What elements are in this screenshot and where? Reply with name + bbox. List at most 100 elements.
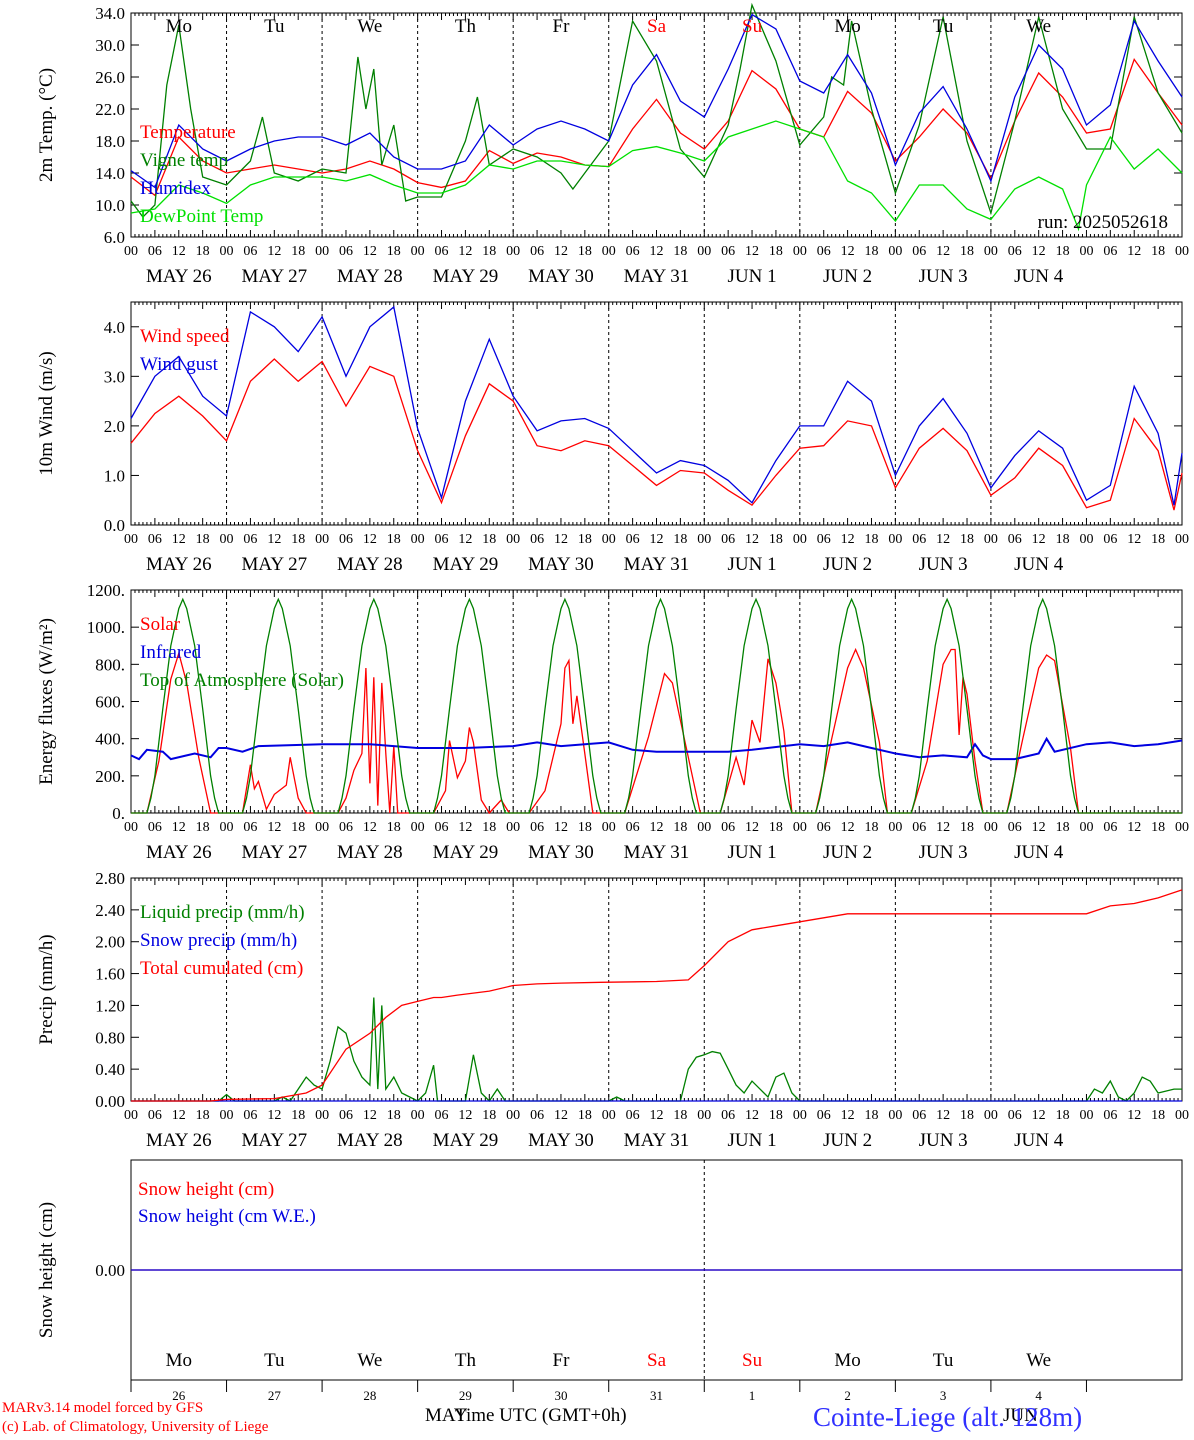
day-label: MAY 28 [337, 554, 403, 575]
day-number: 28 [363, 1388, 376, 1403]
series-line-vigne-temp [130, 2, 1183, 218]
hour-tick-label: 06 [243, 244, 257, 259]
hour-tick-label: 06 [626, 532, 640, 547]
legend-entry: Liquid precip (mm/h) [140, 902, 305, 923]
hour-tick-label: 00 [411, 532, 425, 547]
day-label: JUN 3 [919, 1130, 968, 1151]
hour-tick-label: 18 [673, 244, 687, 259]
hour-tick-label: 00 [124, 244, 138, 259]
day-label: JUN 1 [727, 1130, 776, 1151]
hour-tick-label: 12 [650, 820, 664, 835]
legend-entry: Wind speed [140, 326, 230, 347]
y-tick-label: 10.0 [95, 196, 125, 215]
x-axis-label: Time UTC (GMT+0h) [455, 1405, 627, 1426]
day-label: MAY 26 [146, 554, 212, 575]
y-tick-label: 0.40 [95, 1060, 125, 1079]
y-tick-label: 2.80 [95, 869, 125, 888]
y-tick-label: 1000. [87, 618, 125, 637]
legend-entry: Total cumulated (cm) [140, 958, 303, 979]
series-line-liquid-precip-mm-h- [131, 997, 1182, 1103]
hour-tick-label: 18 [673, 820, 687, 835]
day-label: MAY 26 [146, 842, 212, 863]
hour-tick-label: 18 [482, 244, 496, 259]
day-label: MAY 30 [528, 842, 594, 863]
hour-tick-label: 00 [793, 532, 807, 547]
hour-tick-label: 18 [960, 1108, 974, 1123]
day-number: 2 [844, 1388, 851, 1403]
legend-entry: Snow height (cm) [138, 1179, 274, 1200]
weekday-label: Sa [647, 16, 667, 37]
hour-tick-label: 06 [148, 532, 162, 547]
hour-tick-label: 06 [1103, 532, 1117, 547]
weekday-label: Mo [834, 1350, 860, 1371]
day-label: MAY 30 [528, 554, 594, 575]
series-line-solar [131, 647, 1182, 815]
hour-tick-label: 18 [482, 820, 496, 835]
hour-tick-label: 12 [363, 532, 377, 547]
day-label: MAY 29 [433, 266, 499, 287]
day-label: MAY 31 [624, 1130, 690, 1151]
hour-tick-label: 18 [482, 532, 496, 547]
weekday-label: We [357, 16, 382, 37]
hour-tick-label: 06 [721, 1108, 735, 1123]
hour-tick-label: 00 [1175, 532, 1189, 547]
series-line-top-of-atmosphere-solar- [131, 597, 1182, 814]
y-tick-label: 0.0 [104, 516, 125, 535]
day-label: MAY 29 [433, 554, 499, 575]
hour-tick-label: 06 [912, 244, 926, 259]
day-label: JUN 2 [823, 266, 872, 287]
y-tick-label: 2.0 [104, 417, 125, 436]
hour-tick-label: 12 [172, 820, 186, 835]
hour-tick-label: 18 [673, 532, 687, 547]
hour-tick-label: 18 [196, 1108, 210, 1123]
y-tick-label: 3.0 [104, 367, 125, 386]
y-axis-label: Precip (mm/h) [36, 934, 57, 1044]
hour-tick-label: 00 [888, 820, 902, 835]
hour-tick-label: 18 [196, 532, 210, 547]
hour-tick-label: 06 [243, 1108, 257, 1123]
hour-tick-label: 18 [387, 1108, 401, 1123]
hour-tick-label: 06 [148, 820, 162, 835]
hour-tick-label: 06 [1008, 1108, 1022, 1123]
hour-tick-label: 12 [1032, 820, 1046, 835]
series-line-wind-gust [130, 305, 1183, 506]
y-tick-label: 14.0 [95, 164, 125, 183]
y-tick-label: 0.00 [95, 1092, 125, 1111]
weekday-label: Th [455, 16, 477, 37]
hour-tick-label: 06 [817, 244, 831, 259]
hour-tick-label: 06 [721, 820, 735, 835]
hour-tick-label: 06 [1103, 820, 1117, 835]
hour-tick-label: 18 [578, 820, 592, 835]
weekday-label: We [357, 1350, 382, 1371]
hour-tick-label: 00 [315, 820, 329, 835]
hour-tick-label: 18 [769, 532, 783, 547]
weekday-label: Mo [834, 16, 860, 37]
hour-tick-label: 12 [745, 244, 759, 259]
hour-tick-label: 18 [291, 532, 305, 547]
hour-tick-label: 12 [458, 532, 472, 547]
weekday-label: Tu [933, 16, 954, 37]
hour-tick-label: 06 [339, 244, 353, 259]
hour-tick-label: 12 [1127, 244, 1141, 259]
hour-tick-label: 00 [984, 820, 998, 835]
day-label: JUN 3 [919, 554, 968, 575]
hour-tick-label: 00 [506, 1108, 520, 1123]
hour-tick-label: 12 [650, 532, 664, 547]
legend-entry: Humidex [140, 178, 211, 199]
hour-tick-label: 06 [530, 820, 544, 835]
hour-tick-label: 00 [124, 1108, 138, 1123]
hour-tick-label: 00 [888, 532, 902, 547]
day-label: MAY 28 [337, 842, 403, 863]
station-label: Cointe-Liege (alt. 128m) [813, 1402, 1083, 1432]
hour-tick-label: 12 [936, 244, 950, 259]
hour-tick-label: 06 [435, 532, 449, 547]
hour-tick-label: 12 [1032, 244, 1046, 259]
day-label: JUN 1 [727, 554, 776, 575]
hour-tick-label: 12 [458, 244, 472, 259]
month-label-jun: JUN [1003, 1405, 1038, 1426]
y-tick-label: 30.0 [95, 36, 125, 55]
hour-tick-label: 00 [315, 532, 329, 547]
hour-tick-label: 00 [124, 820, 138, 835]
hour-tick-label: 12 [172, 244, 186, 259]
hour-tick-label: 06 [817, 820, 831, 835]
